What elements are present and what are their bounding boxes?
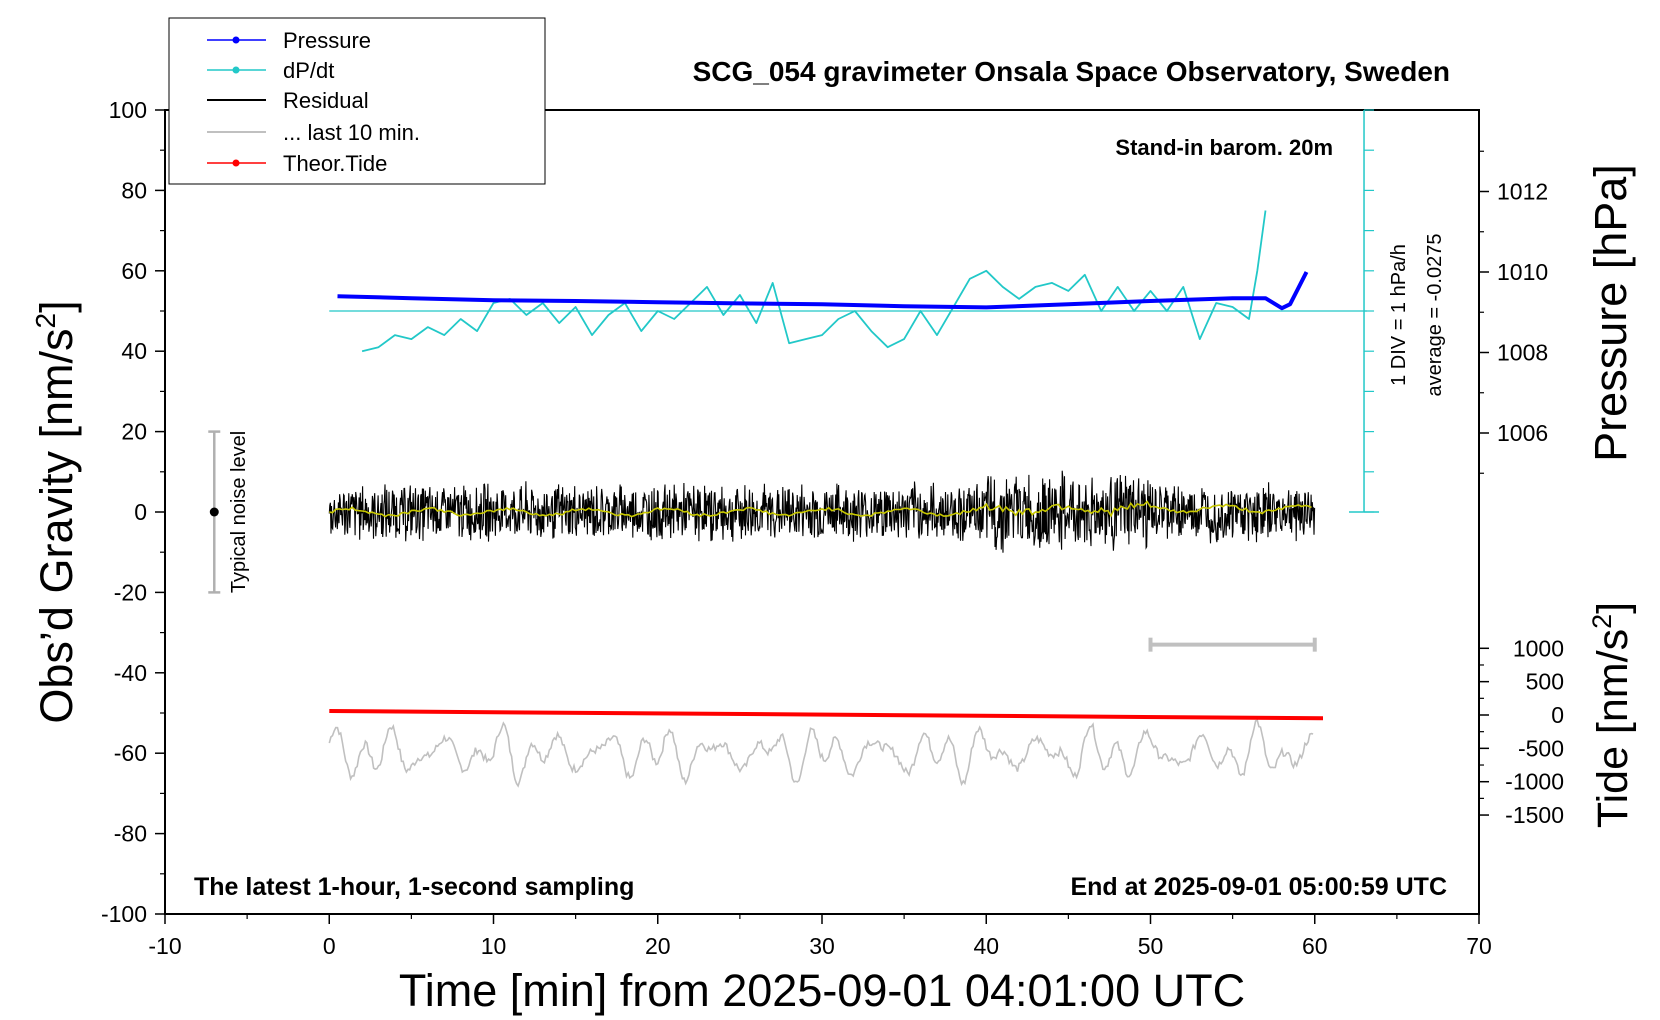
y-tick-label: 100	[109, 97, 147, 123]
y-tick-label: -40	[114, 660, 147, 686]
legend-item-residual: Residual	[207, 88, 369, 113]
x-tick-label: 40	[973, 933, 999, 959]
legend-item-theor-tide: Theor.Tide	[207, 151, 387, 176]
tide-tick-label: 0	[1551, 702, 1564, 728]
footer-left-annotation: The latest 1-hour, 1-second sampling	[194, 873, 634, 901]
x-tick-label: 70	[1466, 933, 1492, 959]
x-tick-label: 50	[1138, 933, 1164, 959]
series-theor-tide	[329, 709, 1324, 721]
x-tick-label: -10	[148, 933, 181, 959]
tide-tick-label: -1500	[1505, 802, 1564, 828]
svg-text:dP/dt: dP/dt	[283, 58, 334, 83]
x-tick-label: 60	[1302, 933, 1328, 959]
tide-tick-label: 500	[1526, 669, 1564, 695]
y-tick-label: -100	[101, 901, 147, 927]
barometer-annotation: Stand-in barom. 20m	[1115, 135, 1333, 160]
series-residual	[328, 470, 1316, 553]
legend-item-dpdt: dP/dt	[207, 58, 334, 83]
series-last-10-min	[328, 719, 1314, 788]
series-pressure	[337, 271, 1309, 311]
svg-text:Residual: Residual	[283, 88, 369, 113]
x-tick-label: 0	[323, 933, 336, 959]
svg-text:Pressure: Pressure	[283, 28, 371, 53]
pressure-tick-label: 1006	[1497, 420, 1548, 446]
tide-tick-label: -1000	[1505, 769, 1564, 795]
y-axis-label-pressure: Pressure [hPa]	[1585, 164, 1636, 462]
y-axis-label-left: Obs’d Gravity [nm/s2]	[30, 300, 82, 723]
legend-item-pressure: Pressure	[207, 28, 371, 53]
y-tick-label: -20	[114, 579, 147, 605]
footer-right-annotation: End at 2025-09-01 05:00:59 UTC	[1070, 873, 1447, 901]
pressure-tick-label: 1010	[1497, 259, 1548, 285]
pressure-tick-label: 1012	[1497, 179, 1548, 205]
series-dpdt	[361, 210, 1267, 353]
tide-tick-label: 1000	[1513, 635, 1564, 661]
axis-ticks: -10 0 10 20 30 40 50 60 70100806040200-20-40-60-…	[101, 97, 1564, 959]
noise-bar-center	[209, 507, 219, 517]
y-tick-label: -80	[114, 821, 147, 847]
y-tick-label: 20	[121, 419, 147, 445]
svg-text:... last 10 min.: ... last 10 min.	[283, 120, 420, 145]
pressure-tick-label: 1008	[1497, 340, 1548, 366]
noise-level-label: Typical noise level	[228, 431, 250, 593]
y-axis-label-tide: Tide [nm/s2]	[1587, 602, 1637, 828]
x-tick-label: 20	[645, 933, 671, 959]
y-tick-label: 0	[134, 499, 147, 525]
x-tick-label: 30	[809, 933, 835, 959]
y-tick-label: 60	[121, 258, 147, 284]
legend-item-last-10-min: ... last 10 min.	[207, 120, 420, 145]
x-tick-label: 10	[481, 933, 507, 959]
y-tick-label: -60	[114, 740, 147, 766]
y-tick-label: 80	[121, 177, 147, 203]
svg-text:Theor.Tide: Theor.Tide	[283, 151, 387, 176]
y-tick-label: 40	[121, 338, 147, 364]
chart-title: SCG_054 gravimeter Onsala Space Observat…	[693, 56, 1450, 87]
legend: Pressure dP/dt Residual ... last 10 min.…	[168, 17, 546, 185]
series-residual-smoothed	[329, 500, 1312, 518]
dpdt-scale-annotation: 1 DIV = 1 hPa/h	[1388, 244, 1410, 386]
dpdt-average-annotation: average = -0.0275	[1424, 234, 1446, 397]
tide-tick-label: -500	[1518, 735, 1564, 761]
x-axis-label: Time [min] from 2025-09-01 04:01:00 UTC	[399, 965, 1245, 1016]
series-layer	[208, 109, 1380, 788]
